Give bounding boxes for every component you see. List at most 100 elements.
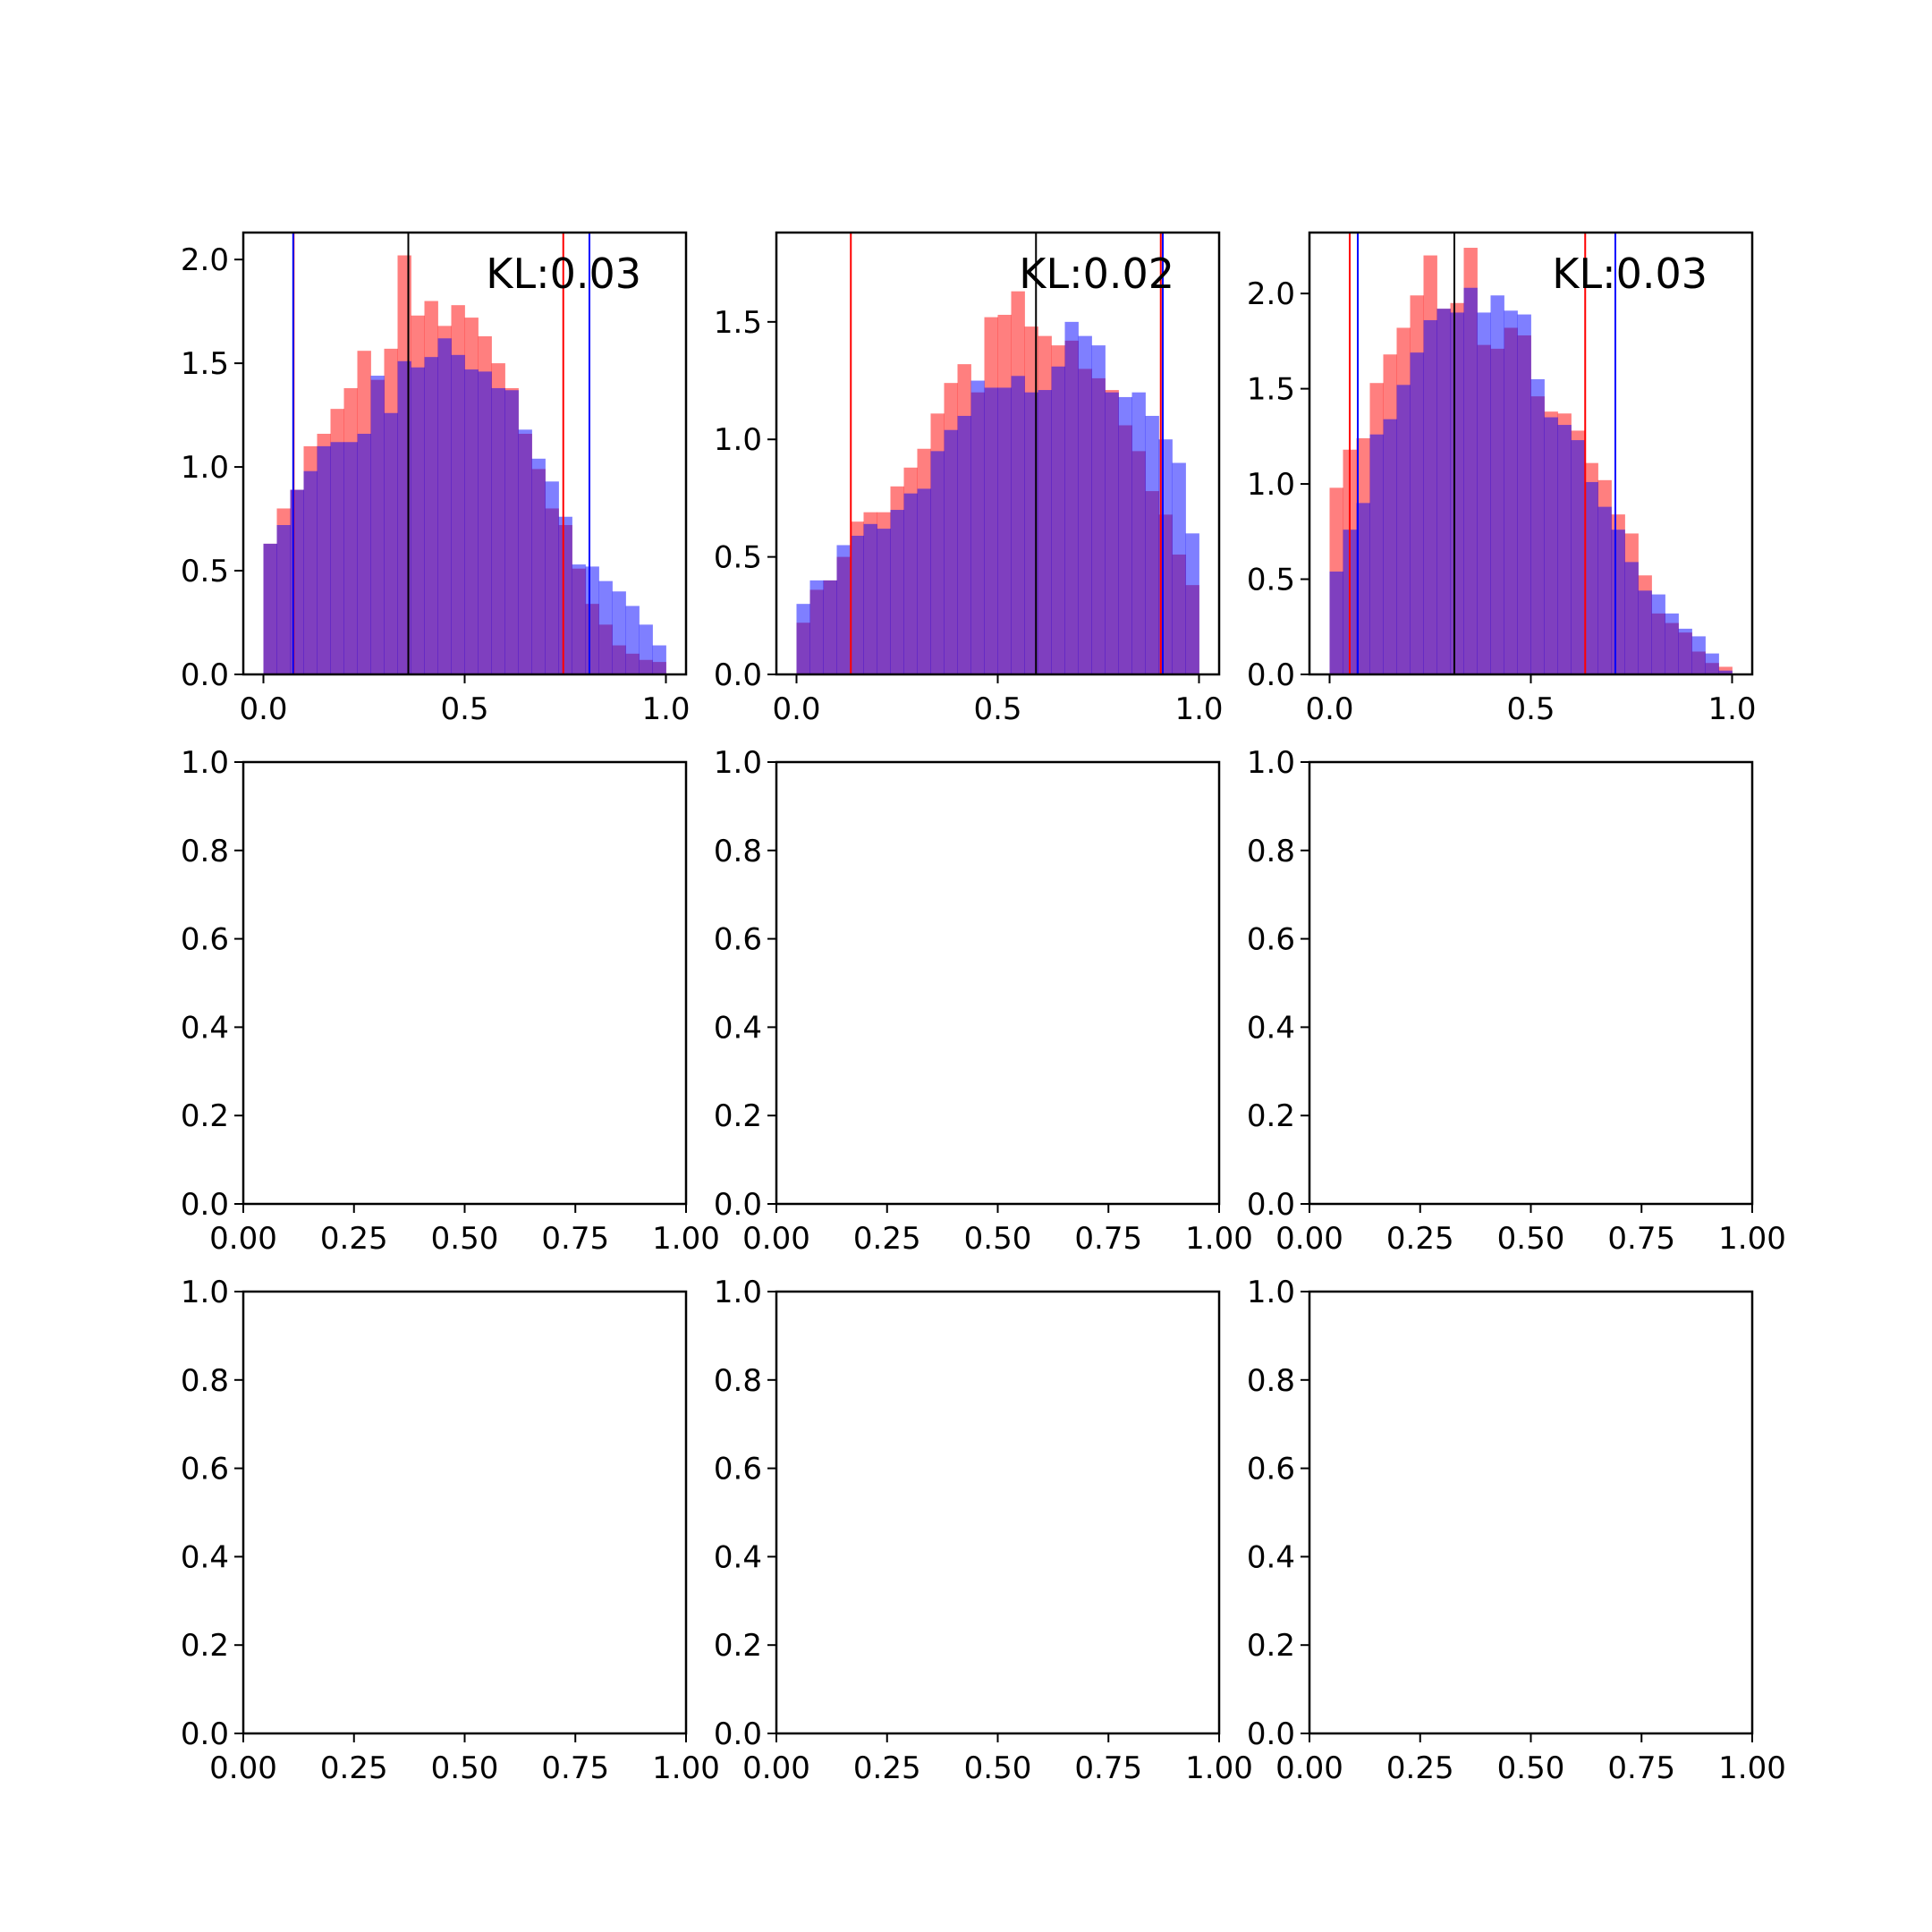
x-tick-label: 0.00: [742, 1221, 810, 1257]
histogram-bar: [1490, 295, 1504, 674]
y-tick-label: 1.0: [1247, 745, 1295, 781]
histogram-bar: [836, 545, 851, 674]
x-tick-label: 0.50: [964, 1221, 1032, 1257]
histogram-bar: [1530, 378, 1545, 674]
series-blue-hist: [263, 338, 666, 674]
histogram-bar: [343, 442, 358, 674]
subplot-4: 0.00 0.25 0.50 0.75 1.00 0.0 0.2 0.4 0.6 0.8 1.0: [181, 745, 720, 1257]
histogram-bar: [1691, 636, 1706, 674]
x-tick-label: 1.0: [1174, 691, 1223, 727]
x-tick-label: 0.00: [209, 1750, 277, 1786]
histogram-bar: [411, 367, 425, 674]
y-tick-label: 0.2: [181, 1098, 229, 1134]
y-tick-label: 0.4: [714, 1010, 762, 1046]
histogram-bar: [317, 445, 331, 674]
y-tick-label: 1.0: [714, 1275, 762, 1310]
y-tick-label: 0.6: [1247, 922, 1295, 958]
y-tick-label: 0.6: [1247, 1452, 1295, 1487]
histogram-bar: [384, 412, 398, 674]
y-tick-label: 0.0: [714, 1716, 762, 1752]
histogram-bar: [1131, 392, 1146, 674]
histogram-bar: [545, 481, 559, 674]
x-tick-label: 1.0: [641, 691, 690, 727]
y-tick-label: 0.0: [714, 657, 762, 693]
histogram-bar: [944, 429, 958, 674]
y-tick-label: 0.5: [714, 540, 762, 576]
y-tick-label: 1.0: [181, 1275, 229, 1310]
y-tick-label: 0.8: [181, 834, 229, 869]
x-tick-label: 0.25: [1386, 1221, 1454, 1257]
histogram-bar: [625, 606, 640, 674]
histogram-bar: [930, 451, 945, 674]
x-tick-label: 0.75: [1074, 1750, 1142, 1786]
histogram-bar: [464, 369, 479, 674]
y-tick-label: 0.0: [181, 657, 229, 693]
histogram-bar: [957, 415, 971, 674]
x-tick-label: 0.25: [320, 1750, 388, 1786]
histogram-bar: [263, 543, 277, 674]
x-tick-label: 1.00: [1185, 1750, 1253, 1786]
histogram-bar: [1597, 506, 1612, 674]
histogram-bar: [1172, 462, 1186, 674]
histogram-bar: [1718, 670, 1733, 674]
histogram-bar: [1504, 310, 1518, 674]
x-tick-label: 0.50: [964, 1750, 1032, 1786]
histogram-bar: [1705, 653, 1719, 674]
y-tick-label: 0.8: [1247, 834, 1295, 869]
x-tick-label: 0.75: [1074, 1221, 1142, 1257]
y-tick-label: 0.4: [181, 1539, 229, 1575]
y-tick-label: 0.2: [181, 1628, 229, 1664]
y-tick-label: 0.8: [1247, 1363, 1295, 1399]
subplot-2: KL:0.02 0.0 0.5 1.0 0.0 0.5 1.0 1.5: [714, 231, 1224, 727]
x-tick-label: 0.0: [239, 691, 287, 727]
histogram-bar: [1396, 385, 1411, 674]
x-tick-label: 0.25: [853, 1221, 921, 1257]
histogram-bar: [903, 493, 918, 674]
subplot-7: 0.00 0.25 0.50 0.75 1.00 0.0 0.2 0.4 0.6 0.8 1.0: [181, 1275, 720, 1786]
histogram-bar: [1064, 321, 1079, 674]
x-tick-label: 0.5: [440, 691, 488, 727]
y-tick-label: 1.0: [1247, 467, 1295, 503]
x-tick-label: 1.0: [1707, 691, 1756, 727]
y-tick-label: 0.6: [714, 922, 762, 958]
histogram-bar: [877, 529, 891, 674]
histogram-bar: [890, 510, 904, 674]
histogram-bar: [1356, 503, 1370, 674]
histogram-bar: [478, 371, 492, 674]
histogram-bar: [598, 580, 613, 674]
y-tick-label: 0.0: [1247, 657, 1295, 693]
subplot-3: KL:0.03 0.0 0.5 1.0 0.0 0.5 1.0 1.5 2.0: [1247, 231, 1757, 727]
histogram-bar: [558, 516, 572, 674]
y-tick-label: 0.0: [1247, 1187, 1295, 1223]
histogram-bar: [303, 470, 318, 674]
histogram-bar: [1078, 335, 1092, 674]
y-tick-label: 1.0: [181, 450, 229, 486]
histogram-bar: [531, 458, 546, 674]
histogram-bar: [823, 580, 837, 674]
x-tick-label: 0.75: [1607, 1750, 1675, 1786]
kl-annotation: KL:0.02: [1019, 250, 1174, 298]
subplot-grid: KL:0.03 0.0 0.5 1.0 0.0 0.5 1.0 1.5 2.0 KL:0.02 0.…: [181, 231, 1786, 1786]
x-tick-label: 0.25: [320, 1221, 388, 1257]
x-tick-label: 0.00: [209, 1221, 277, 1257]
y-tick-label: 0.4: [1247, 1010, 1295, 1046]
histogram-bar: [1091, 345, 1106, 674]
histogram-bar: [1410, 352, 1424, 674]
histogram-bar: [424, 357, 438, 674]
y-tick-label: 0.8: [714, 1363, 762, 1399]
histogram-bar: [1051, 366, 1065, 674]
x-tick-label: 0.50: [1497, 1750, 1565, 1786]
y-tick-label: 0.2: [1247, 1098, 1295, 1134]
x-tick-label: 0.50: [1497, 1221, 1565, 1257]
histogram-bar: [276, 525, 291, 674]
subplot-1: KL:0.03 0.0 0.5 1.0 0.0 0.5 1.0 1.5 2.0: [181, 231, 691, 727]
x-tick-label: 0.0: [1305, 691, 1353, 727]
kl-annotation: KL:0.03: [1552, 250, 1707, 298]
histogram-bar: [1651, 594, 1665, 674]
x-tick-label: 0.75: [1607, 1221, 1675, 1257]
histogram-bar: [330, 442, 344, 674]
kl-annotation: KL:0.03: [486, 250, 641, 298]
histogram-bar: [1118, 396, 1132, 674]
histogram-bar: [639, 624, 653, 674]
